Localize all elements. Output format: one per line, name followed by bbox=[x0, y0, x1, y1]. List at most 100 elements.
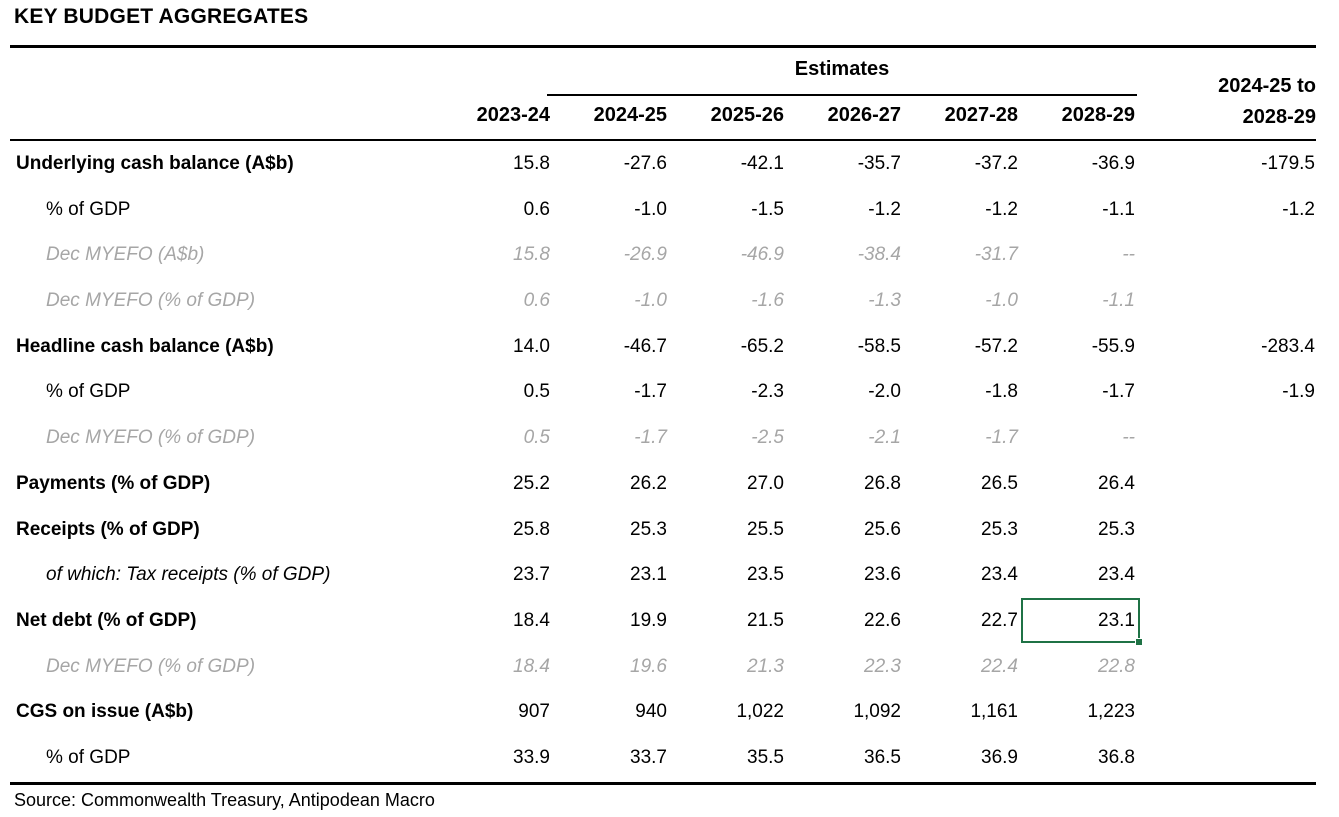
value-cell[interactable]: 18.4 bbox=[513, 610, 550, 632]
value-cell[interactable]: 19.6 bbox=[630, 655, 667, 677]
value-cell[interactable]: -1.0 bbox=[985, 290, 1018, 312]
value-cell[interactable]: 21.5 bbox=[747, 610, 784, 632]
value-cell[interactable]: 26.8 bbox=[864, 472, 901, 494]
value-cell[interactable]: -283.4 bbox=[1261, 335, 1315, 357]
value-cell[interactable]: 33.9 bbox=[513, 747, 550, 769]
value-cell[interactable]: 25.6 bbox=[864, 518, 901, 540]
row-label-cell[interactable]: Dec MYEFO (% of GDP) bbox=[46, 427, 256, 449]
column-header[interactable]: 2025-26 bbox=[710, 104, 784, 126]
value-cell[interactable]: -1.1 bbox=[1102, 290, 1135, 312]
value-cell[interactable]: -1.2 bbox=[1282, 198, 1315, 220]
value-cell[interactable]: -2.0 bbox=[868, 381, 901, 403]
value-cell[interactable]: 25.3 bbox=[630, 518, 667, 540]
value-cell[interactable]: 23.1 bbox=[630, 564, 667, 586]
value-cell[interactable]: 36.9 bbox=[981, 747, 1018, 769]
value-cell[interactable]: 26.4 bbox=[1098, 472, 1135, 494]
value-cell[interactable]: 26.2 bbox=[630, 472, 667, 494]
fill-handle[interactable] bbox=[1135, 638, 1143, 646]
value-cell[interactable]: -46.7 bbox=[623, 335, 667, 357]
column-header[interactable]: 2027-28 bbox=[944, 104, 1018, 126]
value-cell[interactable]: 1,092 bbox=[853, 701, 901, 723]
row-label-cell[interactable]: % of GDP bbox=[46, 381, 131, 403]
row-label-cell[interactable]: Dec MYEFO (% of GDP) bbox=[46, 290, 256, 312]
value-cell[interactable]: -31.7 bbox=[974, 244, 1018, 266]
value-cell[interactable]: 0.5 bbox=[523, 427, 550, 449]
value-cell[interactable]: -1.8 bbox=[985, 381, 1018, 403]
value-cell[interactable]: 18.4 bbox=[513, 655, 550, 677]
value-cell[interactable]: -1.3 bbox=[868, 290, 901, 312]
value-cell[interactable]: 35.5 bbox=[747, 747, 784, 769]
column-header[interactable]: 2024-25 bbox=[593, 104, 667, 126]
value-cell[interactable]: -27.6 bbox=[623, 152, 667, 174]
value-cell[interactable]: -55.9 bbox=[1091, 335, 1135, 357]
value-cell[interactable]: -1.2 bbox=[985, 198, 1018, 220]
value-cell[interactable]: 940 bbox=[635, 701, 667, 723]
value-cell[interactable]: -36.9 bbox=[1091, 152, 1135, 174]
value-cell[interactable]: 25.8 bbox=[513, 518, 550, 540]
value-cell[interactable]: -1.5 bbox=[751, 198, 784, 220]
value-cell[interactable]: -58.5 bbox=[857, 335, 901, 357]
value-cell[interactable]: 1,022 bbox=[736, 701, 784, 723]
row-label-cell[interactable]: % of GDP bbox=[46, 198, 131, 220]
value-cell[interactable]: 23.4 bbox=[981, 564, 1018, 586]
value-cell[interactable]: 25.3 bbox=[1098, 518, 1135, 540]
value-cell[interactable]: 22.6 bbox=[864, 610, 901, 632]
row-label-cell[interactable]: Underlying cash balance (A$b) bbox=[16, 152, 294, 174]
value-cell[interactable]: 15.8 bbox=[513, 244, 550, 266]
value-cell[interactable]: 1,161 bbox=[970, 701, 1018, 723]
value-cell[interactable]: 0.6 bbox=[523, 198, 550, 220]
value-cell[interactable]: -1.0 bbox=[634, 290, 667, 312]
value-cell[interactable]: 27.0 bbox=[747, 472, 784, 494]
value-cell[interactable]: -26.9 bbox=[623, 244, 667, 266]
value-cell[interactable]: 23.1 bbox=[1098, 610, 1135, 632]
value-cell[interactable]: -46.9 bbox=[740, 244, 784, 266]
value-cell[interactable]: 22.3 bbox=[864, 655, 901, 677]
value-cell[interactable]: -2.3 bbox=[751, 381, 784, 403]
value-cell[interactable]: -35.7 bbox=[857, 152, 901, 174]
value-cell[interactable]: -1.7 bbox=[1102, 381, 1135, 403]
value-cell[interactable]: -179.5 bbox=[1261, 152, 1315, 174]
value-cell[interactable]: 33.7 bbox=[630, 747, 667, 769]
value-cell[interactable]: 25.5 bbox=[747, 518, 784, 540]
value-cell[interactable]: -1.9 bbox=[1282, 381, 1315, 403]
row-label-cell[interactable]: % of GDP bbox=[46, 747, 131, 769]
column-header[interactable]: 2023-24 bbox=[476, 104, 550, 126]
value-cell[interactable]: 25.2 bbox=[513, 472, 550, 494]
value-cell[interactable]: 0.6 bbox=[523, 290, 550, 312]
value-cell[interactable]: 14.0 bbox=[513, 335, 550, 357]
row-label-cell[interactable]: CGS on issue (A$b) bbox=[16, 701, 194, 723]
value-cell[interactable]: -1.7 bbox=[634, 427, 667, 449]
value-cell[interactable]: 19.9 bbox=[630, 610, 667, 632]
value-cell[interactable]: -1.6 bbox=[751, 290, 784, 312]
row-label-cell[interactable]: Dec MYEFO (A$b) bbox=[46, 244, 205, 266]
row-label-cell[interactable]: Headline cash balance (A$b) bbox=[16, 335, 274, 357]
value-cell[interactable]: 22.8 bbox=[1098, 655, 1135, 677]
value-cell[interactable]: -57.2 bbox=[974, 335, 1018, 357]
value-cell[interactable]: -1.1 bbox=[1102, 198, 1135, 220]
row-label-cell[interactable]: Payments (% of GDP) bbox=[16, 472, 211, 494]
column-header[interactable]: 2026-27 bbox=[827, 104, 901, 126]
value-cell[interactable]: 21.3 bbox=[747, 655, 784, 677]
value-cell[interactable]: 0.5 bbox=[523, 381, 550, 403]
value-cell[interactable]: -38.4 bbox=[857, 244, 901, 266]
value-cell[interactable]: 23.5 bbox=[747, 564, 784, 586]
value-cell[interactable]: 36.5 bbox=[864, 747, 901, 769]
column-header-total[interactable]: 2024-25 to 2028-29 bbox=[1140, 71, 1316, 133]
value-cell[interactable]: 1,223 bbox=[1087, 701, 1135, 723]
value-cell[interactable]: -- bbox=[1122, 427, 1135, 449]
row-label-cell[interactable]: Dec MYEFO (% of GDP) bbox=[46, 655, 256, 677]
value-cell[interactable]: -1.0 bbox=[634, 198, 667, 220]
row-label-cell[interactable]: Net debt (% of GDP) bbox=[16, 610, 197, 632]
value-cell[interactable]: 22.7 bbox=[981, 610, 1018, 632]
value-cell[interactable]: -65.2 bbox=[740, 335, 784, 357]
value-cell[interactable]: -1.7 bbox=[634, 381, 667, 403]
row-label-cell[interactable]: of which: Tax receipts (% of GDP) bbox=[46, 564, 331, 586]
value-cell[interactable]: 26.5 bbox=[981, 472, 1018, 494]
value-cell[interactable]: -42.1 bbox=[740, 152, 784, 174]
value-cell[interactable]: 907 bbox=[518, 701, 550, 723]
value-cell[interactable]: 23.7 bbox=[513, 564, 550, 586]
value-cell[interactable]: 36.8 bbox=[1098, 747, 1135, 769]
value-cell[interactable]: -1.7 bbox=[985, 427, 1018, 449]
value-cell[interactable]: 23.6 bbox=[864, 564, 901, 586]
value-cell[interactable]: -37.2 bbox=[974, 152, 1018, 174]
